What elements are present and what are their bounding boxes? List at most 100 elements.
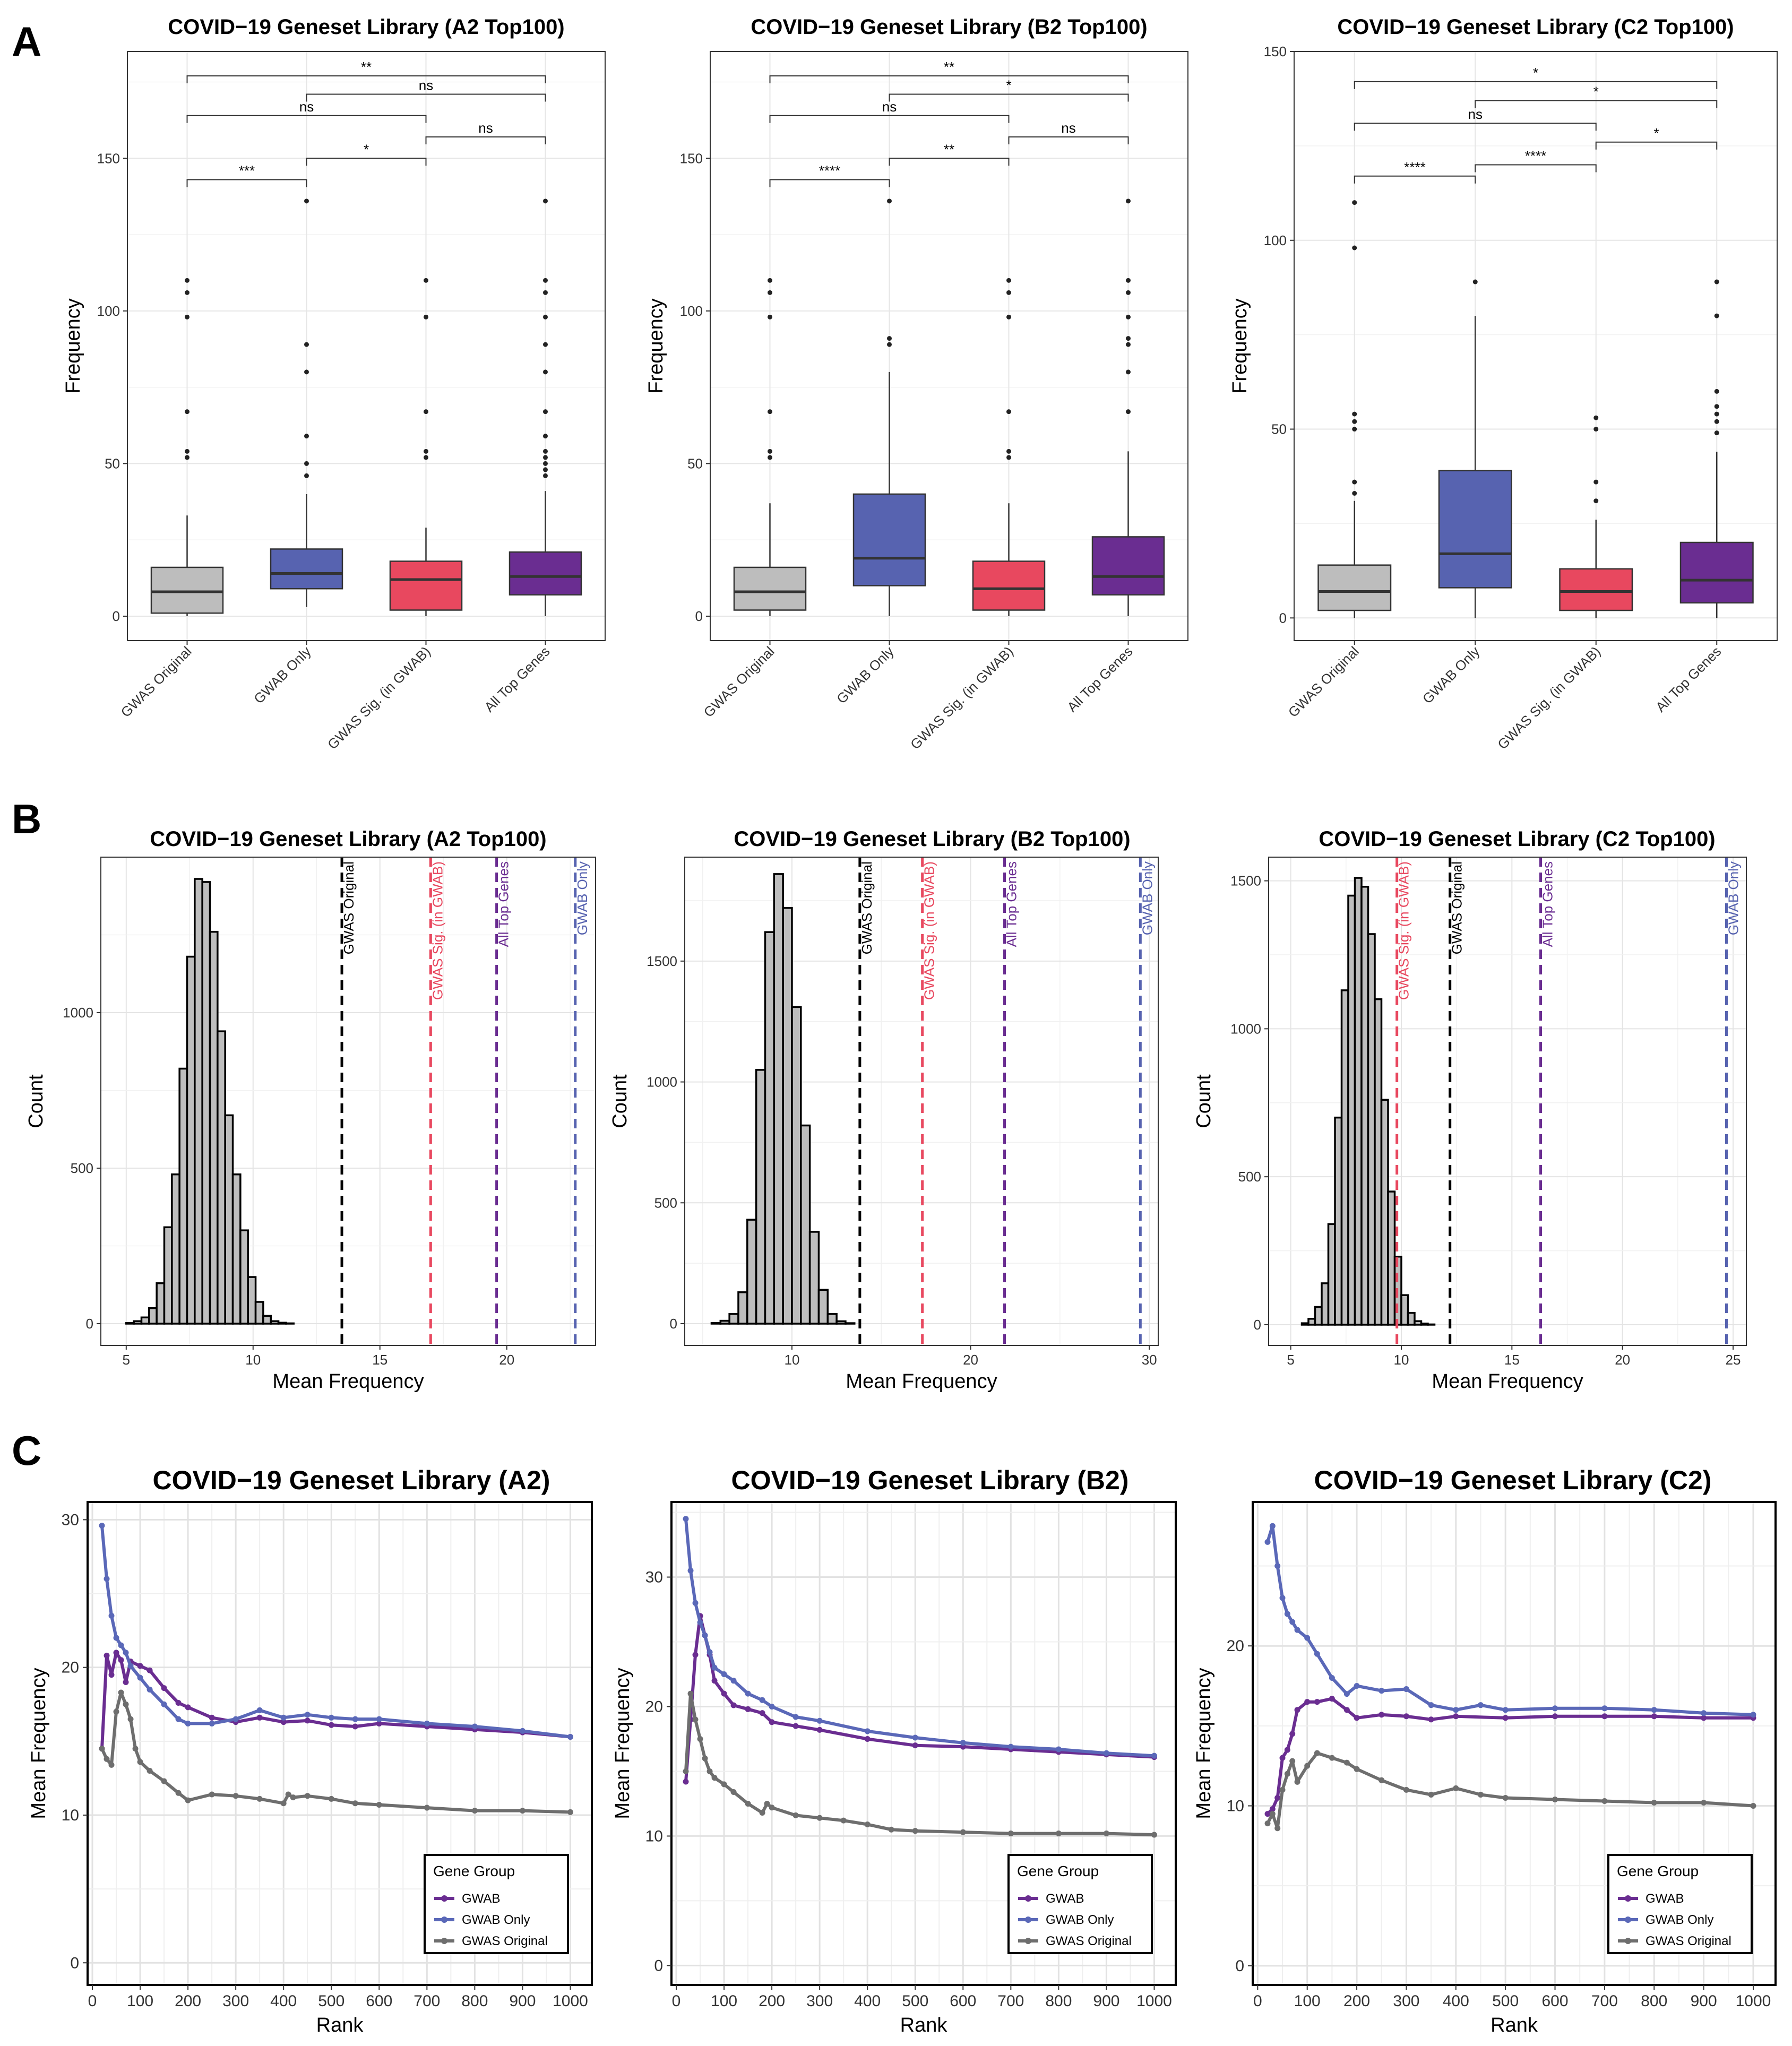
histogram-bar (1414, 1320, 1423, 1326)
y-tick-label: 20 (645, 1698, 663, 1715)
histogram-bar (186, 955, 196, 1325)
reference-line-label: GWAS Sig. (in GWAB) (921, 861, 937, 1000)
series-point (132, 1746, 139, 1752)
series-point (816, 1815, 823, 1821)
series-point (1103, 1750, 1109, 1756)
x-tick-label: 700 (1591, 1992, 1618, 2010)
series-point (1055, 1746, 1062, 1753)
series-point (123, 1679, 129, 1686)
histogram-bar (247, 1276, 257, 1325)
x-tick-label: 500 (318, 1992, 344, 2010)
legend-box (1007, 1854, 1153, 1954)
series-point (960, 1829, 966, 1835)
significance-bracket (425, 136, 546, 145)
chart-c1: COVID−19 Geneset Library (A2)0 100 200 300 4… (28, 1465, 593, 2036)
x-tick-label: 0 (672, 1992, 681, 2010)
reference-line-label: All Top Genes (496, 861, 512, 947)
series-point (792, 1714, 799, 1720)
legend-swatch-point (441, 1938, 447, 1944)
chart-title: COVID−19 Geneset Library (A2) (153, 1465, 550, 1495)
panel-label-c: C (12, 1427, 41, 1474)
series-point (1701, 1715, 1707, 1721)
box-2 (389, 560, 463, 611)
series-point (1502, 1707, 1509, 1713)
series-point (912, 1742, 918, 1749)
box-outlier (424, 314, 428, 320)
series-point (1304, 1699, 1311, 1705)
x-tick-label: 900 (1093, 1992, 1119, 2010)
box-1 (270, 548, 343, 590)
y-tick-label: 0 (1254, 1317, 1261, 1333)
y-axis-label: Mean Frequency (28, 1668, 50, 1819)
significance-label: **** (1404, 159, 1425, 175)
box-outlier (1593, 415, 1599, 420)
series-point (1274, 1794, 1281, 1801)
panel-label-a: A (12, 18, 41, 65)
series-point (1329, 1696, 1335, 1702)
box-outlier (543, 409, 548, 415)
histogram-bar (254, 1301, 264, 1325)
y-axis-label: Count (609, 1074, 631, 1128)
box-outlier (543, 198, 548, 204)
series-point (745, 1800, 751, 1807)
series-point (1264, 1539, 1271, 1545)
x-axis-label: Rank (900, 2014, 948, 2036)
box-0 (1317, 564, 1392, 611)
significance-bracket (306, 93, 546, 102)
box-outlier (1714, 279, 1719, 284)
series-point (137, 1674, 143, 1681)
reference-line-label: GWAS Sig. (in GWAB) (429, 861, 445, 1000)
histogram-bar (817, 1289, 829, 1325)
series-point (232, 1793, 239, 1799)
series-point (1294, 1779, 1300, 1785)
series-point (175, 1716, 182, 1722)
x-tick-label: 900 (509, 1992, 536, 2010)
x-tick-label: 600 (950, 1992, 976, 2010)
box-outlier (768, 409, 772, 415)
series-point (1007, 1743, 1014, 1750)
y-tick-label: 500 (1238, 1169, 1261, 1185)
series-point (707, 1768, 713, 1774)
box-outlier (1126, 342, 1131, 347)
histogram-bar (277, 1322, 287, 1325)
histogram-bar (163, 1226, 173, 1325)
series-point (1601, 1705, 1608, 1712)
series-point (185, 1720, 191, 1726)
y-axis-label: Mean Frequency (611, 1668, 634, 1819)
legend-title: Gene Group (433, 1863, 515, 1879)
series-point (1269, 1811, 1276, 1817)
y-axis-label: Mean Frequency (1193, 1668, 1215, 1819)
legend-box (424, 1854, 569, 1954)
box-outlier (185, 278, 189, 283)
x-tick-label: 700 (997, 1992, 1024, 2010)
histogram-bar (171, 1173, 180, 1325)
histogram-bar (178, 1067, 188, 1325)
legend: Gene Group GWAB GWAB Only GWAS Original (1007, 1854, 1153, 1954)
significance-bracket (1595, 141, 1718, 150)
reference-line-label: GWAS Sig. (in GWAB) (1396, 861, 1412, 1000)
legend-title: Gene Group (1617, 1863, 1699, 1879)
box-outlier (768, 455, 772, 460)
chart-title: COVID−19 Geneset Library (C2) (1314, 1465, 1712, 1495)
x-tick-label: 20 (499, 1352, 514, 1368)
box-outlier (543, 342, 548, 347)
series-point (99, 1523, 105, 1529)
box-outlier (1714, 419, 1719, 424)
box-outlier (1126, 369, 1131, 375)
histogram-bar (1340, 989, 1349, 1326)
y-tick-label: 500 (654, 1195, 677, 1211)
x-tick-label: 25 (1726, 1352, 1741, 1368)
histogram-bar (1374, 998, 1383, 1326)
y-tick-label: 0 (1279, 610, 1287, 626)
histogram-bar (1321, 1282, 1330, 1326)
series-point (104, 1576, 110, 1582)
box-outlier (424, 409, 428, 415)
box-outlier (543, 278, 548, 283)
series-point (1750, 1803, 1756, 1809)
legend-item: GWAB Only (462, 1913, 530, 1927)
series-point (1354, 1715, 1360, 1721)
x-tick-label: 100 (127, 1992, 153, 2010)
series-point (1151, 1753, 1157, 1759)
significance-bracket (889, 93, 1129, 102)
series-point (328, 1722, 334, 1728)
